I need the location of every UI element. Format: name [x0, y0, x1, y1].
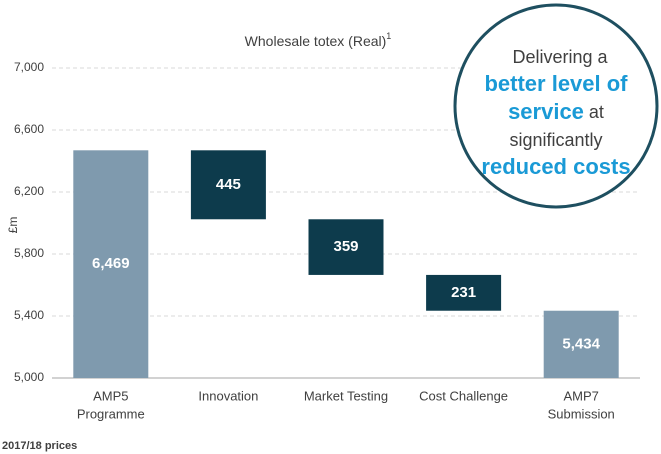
y-tick-label: 5,000: [14, 370, 44, 384]
x-tick-label: AMP5: [93, 388, 128, 403]
callout-emphasis: service: [508, 99, 584, 124]
footnote: 2017/18 prices: [2, 440, 77, 452]
y-axis-label: £m: [6, 217, 20, 234]
title-superscript: 1: [386, 31, 391, 41]
y-tick-label: 6,200: [14, 184, 44, 198]
data-label: 6,469: [92, 255, 130, 272]
title-text: Wholesale totex (Real): [245, 33, 387, 49]
bar: [73, 150, 149, 378]
callout-line: reduced costs: [481, 154, 630, 179]
y-tick-label: 5,400: [14, 308, 44, 322]
data-label: 359: [333, 238, 358, 255]
x-tick-label: Market Testing: [304, 388, 388, 403]
data-label: 445: [216, 176, 241, 193]
bar: [308, 219, 384, 275]
callout-line: service at: [508, 99, 604, 124]
y-tick-label: 7,000: [14, 60, 44, 74]
x-tick-label: Innovation: [198, 388, 258, 403]
x-tick-label: Submission: [548, 406, 615, 421]
bar: [190, 150, 266, 220]
bar: [426, 274, 502, 311]
data-label: 231: [451, 284, 476, 301]
callout-line: better level of: [484, 71, 628, 96]
callout-text: at: [584, 102, 604, 122]
bar: [543, 310, 619, 378]
callout-line: Delivering a: [512, 47, 608, 67]
x-tick-label: AMP7: [563, 388, 598, 403]
callout-circle: [453, 3, 659, 209]
plot: 5,000 5,400 5,800 6,200 6,600 7,000 6,469 AMP5 P…: [14, 60, 640, 421]
chart-title: Wholesale totex (Real)1: [245, 31, 392, 48]
callout-line: significantly: [509, 130, 602, 150]
callout: Delivering a better level of service at …: [453, 3, 659, 209]
y-tick-label: 5,800: [14, 246, 44, 260]
x-tick-label: Cost Challenge: [419, 388, 508, 403]
x-tick-label: Programme: [77, 406, 145, 421]
y-tick-label: 6,600: [14, 122, 44, 136]
data-label: 5,434: [562, 335, 600, 352]
